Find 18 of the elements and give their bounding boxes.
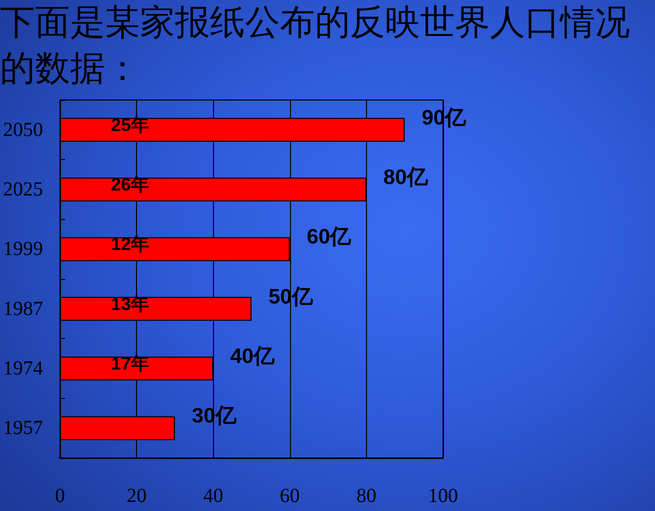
x-tick-label: 100 (428, 485, 458, 507)
y-tick-label: 1974 (3, 358, 43, 380)
y-tick-label: 1987 (3, 298, 43, 320)
y-tick-label: 1999 (3, 238, 43, 260)
data-label: 40亿 (230, 345, 276, 368)
annotation: 25年 (110, 114, 150, 135)
annotation: 13年 (110, 294, 150, 314)
x-tick-label: 0 (55, 485, 65, 507)
y-tick-label: 2025 (3, 178, 43, 200)
x-tick-label: 20 (126, 485, 147, 507)
x-tick-label: 80 (356, 485, 376, 507)
data-label: 60亿 (306, 226, 352, 249)
y-tick-label: 1957 (3, 417, 43, 440)
chart-title: 下面是某家报纸公布的反映世界人口情况的数据： (0, 2, 631, 91)
x-tick-label: 60 (280, 485, 300, 507)
x-tick-label: 40 (203, 485, 224, 507)
data-label: 80亿 (383, 166, 429, 189)
y-tick-label: 2050 (3, 118, 43, 141)
